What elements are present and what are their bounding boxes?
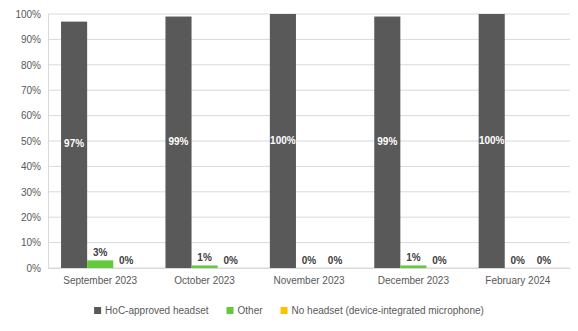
bar [165,17,191,268]
bar [192,265,218,268]
data-label: 0% [302,255,317,266]
grid [48,14,570,268]
x-tick: October 2023 [174,268,235,286]
y-tick: 50% [21,136,48,147]
bars [61,14,505,268]
bar [296,268,322,269]
y-axis-line [48,15,49,269]
y-tick: 0% [27,263,48,274]
legend-item: No headset (device-integrated microphone… [281,305,484,316]
y-tick: 70% [21,85,48,96]
x-tick-label: December 2023 [378,275,450,286]
y-tick: 100% [15,9,48,20]
bar [505,268,531,269]
legend-swatch [94,307,101,314]
bar [426,268,452,269]
data-label: 0% [119,255,134,266]
data-label: 99% [377,136,397,147]
y-tick-label: 40% [21,161,41,172]
data-label: 0% [328,255,343,266]
legend-item: Other [227,305,264,316]
x-tick-label: November 2023 [273,275,345,286]
x-tick-label: September 2023 [63,275,137,286]
y-tick: 90% [21,34,48,45]
bar [374,17,400,268]
data-label: 0% [223,255,238,266]
x-axis-line [49,268,571,269]
y-tick-label: 10% [21,237,41,248]
data-label: 0% [432,255,447,266]
data-labels: 97% 99% 100% 99% 100% 3% 1% 0% 1% 0% 0% 0% 0% 0% 0% [64,135,551,266]
y-tick-label: 20% [21,212,41,223]
y-tick-label: 30% [21,187,41,198]
y-tick-label: 80% [21,60,41,71]
x-tick: February 2024 [485,268,550,286]
legend-label: HoC-approved headset [105,305,209,316]
y-tick-label: 0% [27,263,42,274]
y-tick: 40% [21,161,48,172]
bar [270,14,296,268]
legend-swatch [227,307,234,314]
y-tick: 20% [21,212,48,223]
plot: 0% 10% 20% 30% 40% 50% 60% 70% 80% 90% 100% Septemb… [15,9,570,286]
y-tick-label: 90% [21,34,41,45]
data-label: 99% [168,136,188,147]
data-label: 97% [64,138,84,149]
data-label: 3% [93,247,108,258]
x-tick-label: February 2024 [485,275,550,286]
y-tick-label: 50% [21,136,41,147]
data-label: 1% [197,252,212,263]
chart: 0% 10% 20% 30% 40% 50% 60% 70% 80% 90% 100% Septemb… [0,0,578,331]
y-tick-label: 70% [21,85,41,96]
y-tick: 80% [21,60,48,71]
y-tick-label: 60% [21,110,41,121]
bar [322,268,348,269]
x-tick: November 2023 [273,268,345,286]
y-tick: 10% [21,237,48,248]
x-axis: September 2023 October 2023 November 2023 D… [49,268,571,286]
bar [400,265,426,268]
legend-swatch [281,307,288,314]
data-label: 0% [537,255,552,266]
y-axis: 0% 10% 20% 30% 40% 50% 60% 70% 80% 90% 100% [15,9,48,274]
x-tick: December 2023 [378,268,450,286]
bar [113,268,139,269]
data-label: 100% [479,135,505,146]
legend: HoC-approved headset Other No headset (dev… [94,305,484,316]
legend-item: HoC-approved headset [94,305,209,316]
y-tick-label: 100% [15,9,41,20]
y-tick: 60% [21,110,48,121]
legend-label: No headset (device-integrated microphone… [292,305,484,316]
bar [61,22,87,268]
x-tick: September 2023 [63,268,137,286]
x-tick-label: October 2023 [174,275,235,286]
bar [218,268,244,269]
data-label: 0% [511,255,526,266]
data-label: 100% [270,135,296,146]
y-tick: 30% [21,187,48,198]
legend-label: Other [238,305,264,316]
bar [87,260,113,268]
data-label: 1% [406,252,421,263]
bar [531,268,557,269]
bar [479,14,505,268]
